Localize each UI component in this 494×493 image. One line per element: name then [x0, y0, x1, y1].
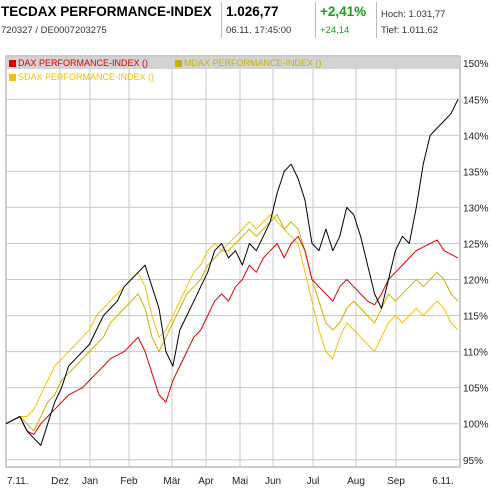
legend-item-dax[interactable]: DAX PERFORMANCE-INDEX () [9, 58, 148, 68]
instrument-title: TECDAX PERFORMANCE-INDEX [1, 4, 212, 19]
x-tick-label: Aug [347, 476, 365, 487]
x-tick-label: Mär [163, 476, 181, 487]
y-tick-label: 95% [463, 456, 483, 467]
y-tick-label: 145% [463, 95, 489, 106]
last-price: 1.026,77 [226, 4, 279, 19]
change-absolute: +24,14 [320, 25, 350, 36]
x-tick-label: Feb [120, 476, 138, 487]
legend [6, 57, 460, 69]
y-tick-label: 100% [463, 420, 489, 431]
y-tick-label: 150% [463, 59, 489, 70]
y-axis: 95% 100% 105% 110% 115% 120% 125% 130% 135% 140% 1… [463, 59, 489, 467]
x-tick-label: Jul [307, 476, 320, 487]
mdax-swatch [175, 60, 182, 67]
legend-item-mdax[interactable]: MDAX PERFORMANCE-INDEX () [175, 58, 322, 68]
series-lines [5, 99, 459, 446]
header-divider [376, 2, 377, 38]
x-tick-label: 7.11. [7, 476, 29, 487]
tecdax-series-line [5, 99, 459, 446]
legend-label-sdax: SDAX PERFORMANCE-INDEX () [18, 72, 155, 82]
dax-swatch [9, 60, 16, 67]
y-tick-label: 105% [463, 384, 489, 395]
header-divider [315, 2, 316, 38]
y-tick-label: 125% [463, 239, 489, 250]
instrument-ids: 720327 / DE0007203275 [1, 25, 107, 36]
price-datetime: 06.11. 17:45:00 [226, 25, 292, 36]
x-tick-label: Jan [82, 476, 98, 487]
grid [6, 56, 460, 467]
x-tick-label: Jun [265, 476, 281, 487]
day-low: Tief: 1.011,62 [381, 25, 439, 36]
y-tick-label: 110% [463, 348, 488, 359]
mdax-series-line [5, 214, 459, 432]
day-high: Hoch: 1.031,77 [381, 9, 446, 20]
y-tick-label: 115% [463, 312, 488, 323]
plot-frame [5, 55, 461, 468]
change-percent: +2,41% [320, 4, 367, 19]
sdax-series-line [5, 214, 459, 425]
y-tick-label: 120% [463, 276, 489, 287]
x-tick-label: 6.11. [432, 476, 454, 487]
legend-label-dax: DAX PERFORMANCE-INDEX () [18, 58, 149, 68]
quote-header: TECDAX PERFORMANCE-INDEX 720327 / DE0007… [0, 0, 494, 40]
legend-item-sdax[interactable]: SDAX PERFORMANCE-INDEX () [9, 72, 154, 82]
y-tick-label: 140% [463, 131, 489, 142]
y-tick-label: 135% [463, 167, 489, 178]
x-axis: 7.11. Dez Jan Feb Mär Apr Mai Jun Jul Aug Sep 6.11. [7, 476, 454, 487]
x-tick-label: Sep [387, 476, 405, 487]
header-divider [221, 2, 222, 38]
legend-label-mdax: MDAX PERFORMANCE-INDEX () [184, 58, 322, 68]
x-tick-label: Mai [232, 476, 248, 487]
x-tick-label: Apr [198, 476, 214, 487]
y-tick-label: 130% [463, 203, 489, 214]
dax-series-line [5, 235, 459, 436]
x-tick-label: Dez [51, 476, 69, 487]
sdax-swatch [9, 74, 16, 81]
